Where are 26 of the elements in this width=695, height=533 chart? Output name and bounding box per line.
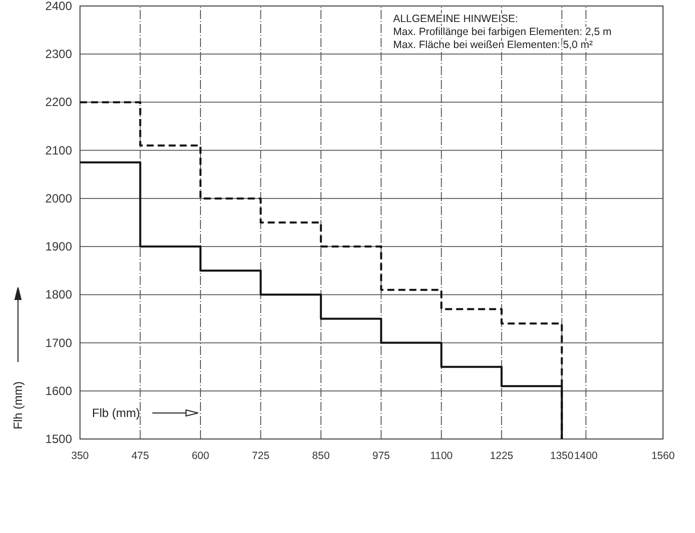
- x-tick-label: 475: [131, 450, 150, 462]
- x-tick-label: 1100: [430, 450, 453, 462]
- x-tick-label: 725: [252, 450, 270, 462]
- y-tick-label: 1500: [45, 432, 72, 446]
- x-tick-label: 975: [372, 450, 390, 462]
- x-tick-label: 1350: [550, 450, 574, 462]
- annotation: Max. Profillänge bei farbigen Elementen: 2,5 m: [393, 26, 612, 38]
- y-tick-label: 1900: [45, 240, 72, 254]
- x-tick-label: 850: [312, 450, 330, 462]
- x-tick-label: 350: [71, 450, 89, 462]
- y-tick-label: 2400: [45, 0, 72, 13]
- y-tick-label: 2000: [45, 191, 72, 206]
- x-tick-label: 1400: [574, 450, 598, 462]
- x-axis-title: Flb (mm): [92, 406, 140, 420]
- y-tick-label: 2200: [45, 95, 72, 110]
- y-tick-label: 2300: [45, 47, 72, 62]
- y-axis-title: Flh (mm): [11, 381, 25, 430]
- x-tick-label: 1225: [490, 450, 514, 462]
- y-tick-label: 1600: [45, 384, 72, 398]
- y-tick-label: 1700: [45, 336, 72, 350]
- x-tick-label: 600: [192, 450, 210, 462]
- annotation: ALLGEMEINE HINWEISE:: [393, 13, 518, 25]
- y-tick-label: 1800: [45, 288, 72, 302]
- annotation: Max. Fläche bei weißen Elementen: 5,0 m²: [393, 39, 594, 51]
- x-tick-label: 1560: [651, 450, 675, 462]
- y-tick-label: 2100: [45, 143, 72, 158]
